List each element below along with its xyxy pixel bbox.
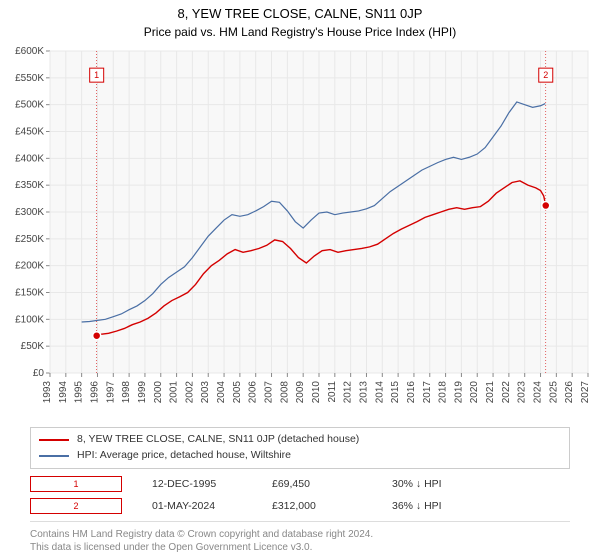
legend-label: HPI: Average price, detached house, Wilt… — [77, 448, 291, 464]
svg-text:2012: 2012 — [343, 381, 354, 404]
svg-text:£0: £0 — [33, 368, 45, 379]
footer-line: Contains HM Land Registry data © Crown c… — [30, 528, 570, 541]
svg-text:£250K: £250K — [15, 234, 44, 245]
svg-text:2024: 2024 — [533, 381, 544, 404]
svg-text:2004: 2004 — [216, 381, 227, 404]
svg-text:1: 1 — [94, 70, 99, 80]
svg-text:£50K: £50K — [21, 341, 45, 352]
legend-label: 8, YEW TREE CLOSE, CALNE, SN11 0JP (deta… — [77, 432, 359, 448]
table-row: 2 01-MAY-2024 £312,000 36% ↓ HPI — [30, 495, 570, 517]
svg-text:2023: 2023 — [517, 381, 528, 404]
transaction-date: 12-DEC-1995 — [152, 478, 242, 490]
svg-text:2014: 2014 — [374, 381, 385, 404]
svg-text:2021: 2021 — [485, 381, 496, 404]
table-row: 1 12-DEC-1995 £69,450 30% ↓ HPI — [30, 473, 570, 495]
svg-text:2017: 2017 — [422, 381, 433, 404]
svg-text:1996: 1996 — [89, 381, 100, 404]
svg-text:2020: 2020 — [469, 381, 480, 404]
svg-text:2007: 2007 — [264, 381, 275, 404]
svg-text:2025: 2025 — [548, 381, 559, 404]
svg-text:£350K: £350K — [15, 180, 44, 191]
footer: Contains HM Land Registry data © Crown c… — [30, 528, 570, 554]
svg-text:£400K: £400K — [15, 153, 44, 164]
transaction-date: 01-MAY-2024 — [152, 500, 242, 512]
svg-text:2022: 2022 — [501, 381, 512, 404]
svg-text:£550K: £550K — [15, 73, 44, 84]
transaction-price: £312,000 — [272, 500, 362, 512]
svg-text:2001: 2001 — [169, 381, 180, 404]
svg-text:£450K: £450K — [15, 127, 44, 138]
page-title: 8, YEW TREE CLOSE, CALNE, SN11 0JP — [0, 0, 600, 21]
transactions-table: 1 12-DEC-1995 £69,450 30% ↓ HPI 2 01-MAY… — [30, 473, 570, 517]
svg-text:1999: 1999 — [137, 381, 148, 404]
svg-text:1995: 1995 — [74, 381, 85, 404]
svg-text:1993: 1993 — [42, 381, 53, 404]
svg-text:2019: 2019 — [453, 381, 464, 404]
svg-text:2000: 2000 — [153, 381, 164, 404]
marker-badge-2: 2 — [30, 498, 122, 514]
svg-text:2018: 2018 — [438, 381, 449, 404]
svg-text:2016: 2016 — [406, 381, 417, 404]
page-subtitle: Price paid vs. HM Land Registry's House … — [0, 21, 600, 43]
svg-text:2005: 2005 — [232, 381, 243, 404]
legend-swatch-price — [39, 439, 69, 441]
legend-item: 8, YEW TREE CLOSE, CALNE, SN11 0JP (deta… — [39, 432, 561, 448]
svg-text:£200K: £200K — [15, 261, 44, 272]
svg-text:£300K: £300K — [15, 207, 44, 218]
legend-swatch-hpi — [39, 455, 69, 457]
svg-text:£600K: £600K — [15, 46, 44, 57]
chart-area: £0 £50K £100K £150K £200K £250K £300K £350K £400… — [0, 43, 600, 423]
svg-text:2002: 2002 — [184, 381, 195, 404]
footer-line: This data is licensed under the Open Gov… — [30, 541, 570, 554]
svg-text:2027: 2027 — [580, 381, 591, 404]
svg-text:2: 2 — [543, 70, 548, 80]
marker-badge-1: 1 — [30, 476, 122, 492]
chart-container: 8, YEW TREE CLOSE, CALNE, SN11 0JP Price… — [0, 0, 600, 560]
svg-text:£150K: £150K — [15, 288, 44, 299]
svg-text:1994: 1994 — [58, 381, 69, 404]
svg-text:2010: 2010 — [311, 381, 322, 404]
svg-text:2006: 2006 — [248, 381, 259, 404]
svg-text:1997: 1997 — [105, 381, 116, 404]
svg-text:£500K: £500K — [15, 100, 44, 111]
legend-item: HPI: Average price, detached house, Wilt… — [39, 448, 561, 464]
line-chart: £0 £50K £100K £150K £200K £250K £300K £350K £400… — [0, 43, 600, 423]
svg-text:2013: 2013 — [358, 381, 369, 404]
transaction-delta: 30% ↓ HPI — [392, 478, 482, 490]
svg-text:2026: 2026 — [564, 381, 575, 404]
svg-text:2011: 2011 — [327, 381, 338, 403]
transaction-price: £69,450 — [272, 478, 362, 490]
svg-text:£100K: £100K — [15, 314, 44, 325]
svg-text:2003: 2003 — [200, 381, 211, 404]
divider — [30, 521, 570, 522]
transaction-delta: 36% ↓ HPI — [392, 500, 482, 512]
svg-text:2015: 2015 — [390, 381, 401, 404]
svg-text:2008: 2008 — [279, 381, 290, 404]
legend: 8, YEW TREE CLOSE, CALNE, SN11 0JP (deta… — [30, 427, 570, 469]
svg-text:1998: 1998 — [121, 381, 132, 404]
svg-text:2009: 2009 — [295, 381, 306, 404]
